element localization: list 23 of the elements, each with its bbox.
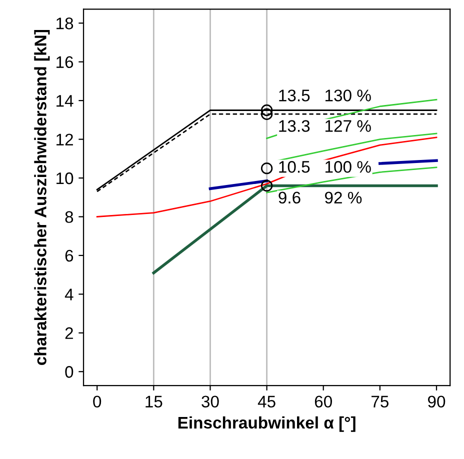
y-tick-label: 6 <box>65 250 74 262</box>
x-tick-label: 45 <box>258 396 276 408</box>
y-tick-label: 14 <box>56 95 74 107</box>
x-tick-label: 75 <box>372 396 389 408</box>
annotation: 10.5 100 % <box>279 161 371 173</box>
annotation: 9.6 92 % <box>278 192 362 204</box>
y-tick-label: 8 <box>65 211 74 223</box>
x-tick-label: 15 <box>146 396 162 408</box>
y-tick-label: 2 <box>65 327 73 339</box>
y-tick-label: 0 <box>65 366 74 378</box>
x-tick-label: 90 <box>428 396 446 408</box>
x-axis-title: Einschraubwinkel α [°] <box>178 416 356 432</box>
annotation: 13.3 127 % <box>279 120 371 132</box>
y-tick-label: 12 <box>56 134 73 146</box>
x-tick-label: 0 <box>93 396 102 408</box>
y-tick-label: 4 <box>64 288 74 300</box>
y-tick-label: 16 <box>56 56 74 68</box>
x-tick-label: 60 <box>314 396 332 408</box>
y-tick-label: 18 <box>56 18 74 30</box>
x-tick-label: 30 <box>202 396 219 408</box>
y-tick-label: 10 <box>56 172 74 184</box>
y-axis-title: charakteristischer Ausziehwiderstand [kN] <box>34 30 50 365</box>
annotation: 13.5 130 % <box>279 90 371 102</box>
